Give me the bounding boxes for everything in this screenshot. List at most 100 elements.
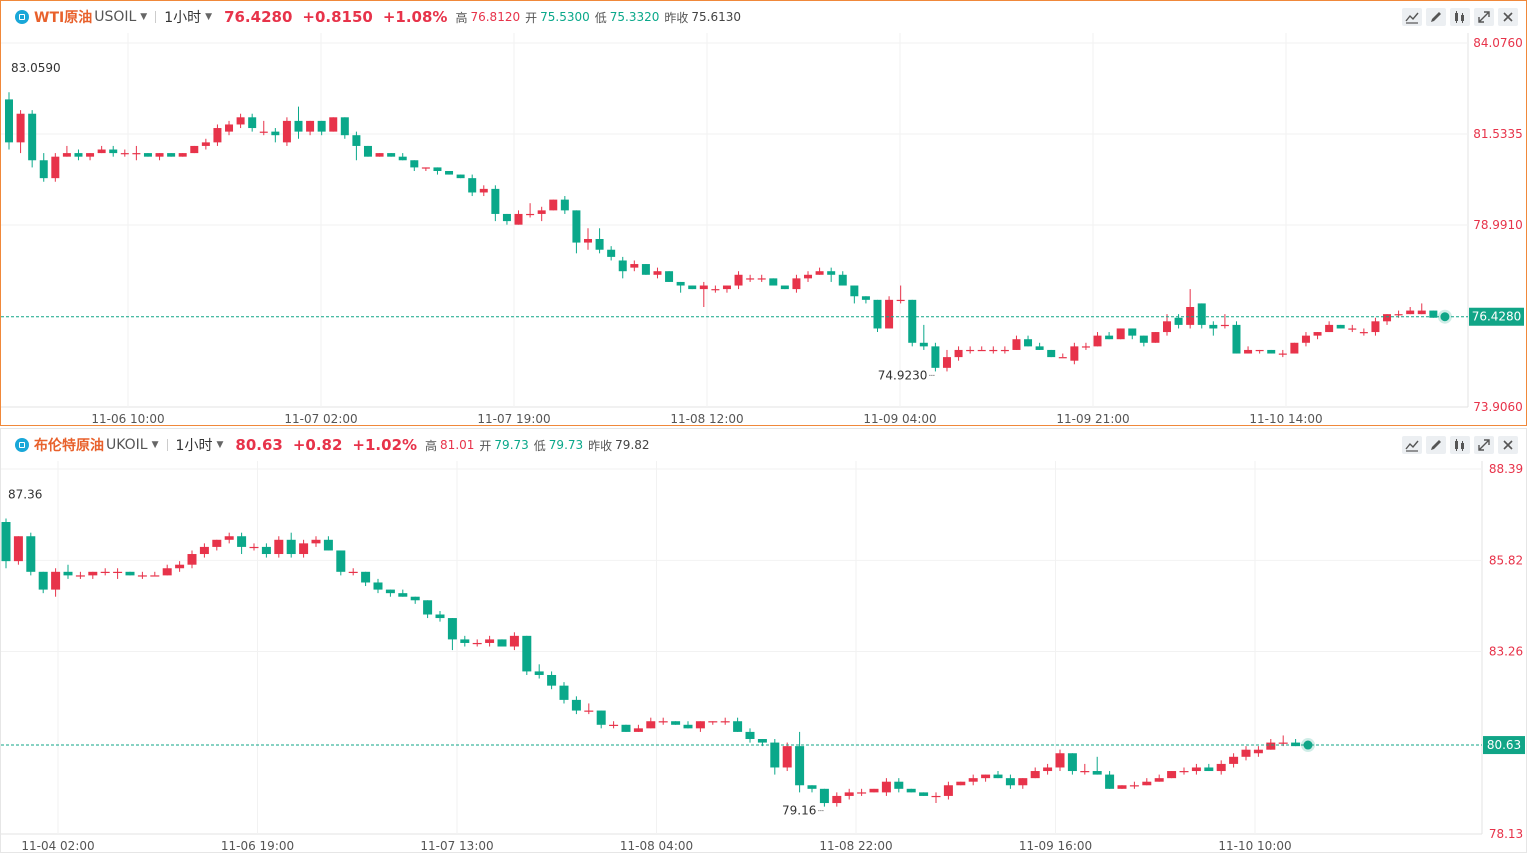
price-tick-label: 88.39 xyxy=(1489,462,1523,476)
divider xyxy=(155,11,157,23)
wti-panel: WTI原油 USOIL ▼ 1小时 ▼ 76.4280 +0.8150 +1.0… xyxy=(0,0,1527,426)
candle-body xyxy=(861,296,870,300)
candle-body xyxy=(641,264,650,275)
divider xyxy=(166,439,168,451)
candle-body xyxy=(514,213,523,225)
chevron-down-icon[interactable]: ▼ xyxy=(205,12,213,22)
prev-close-label: 昨收 xyxy=(664,10,689,25)
chevron-down-icon[interactable]: ▼ xyxy=(216,440,224,450)
interval-selector[interactable]: 1小时 xyxy=(175,438,213,454)
chevron-down-icon[interactable]: ▼ xyxy=(140,12,148,22)
candle-body xyxy=(199,546,209,555)
candle-body xyxy=(547,674,557,686)
candle-body xyxy=(618,260,627,272)
candle-body xyxy=(435,614,445,619)
symbol-code-selector[interactable]: USOIL xyxy=(94,9,137,25)
candle-body xyxy=(993,774,1003,779)
candle-body xyxy=(38,571,48,590)
candle-body xyxy=(1070,346,1079,361)
candle-body xyxy=(491,188,500,214)
candle-body xyxy=(447,618,457,640)
high-value: 81.01 xyxy=(440,438,475,452)
candle-body xyxy=(62,153,71,157)
close-icon[interactable] xyxy=(1498,436,1518,454)
chevron-down-icon[interactable]: ▼ xyxy=(151,440,159,450)
candle-body xyxy=(348,571,358,574)
candle-body xyxy=(850,285,859,297)
candle-body xyxy=(1179,771,1189,773)
candle-body xyxy=(560,199,569,211)
time-tick-label: 11-09 04:00 xyxy=(863,412,936,425)
candle-body xyxy=(827,271,836,275)
candle-body xyxy=(109,149,118,154)
candle-body xyxy=(894,781,904,789)
candle-body xyxy=(782,746,792,768)
interval-selector[interactable]: 1小时 xyxy=(164,10,202,26)
candle-body xyxy=(1220,324,1229,327)
candle-body xyxy=(869,788,879,793)
compare-icon[interactable] xyxy=(1450,436,1470,454)
high-label: 高 xyxy=(455,10,468,25)
wti-candlestick-chart[interactable]: 84.0760 81.5335 78.9910 73.9060 11-06 10:00 1… xyxy=(1,33,1526,425)
high-label: 高 xyxy=(425,438,438,453)
close-icon[interactable] xyxy=(1498,8,1518,26)
candle-body xyxy=(1117,785,1127,789)
time-tick-label: 11-06 10:00 xyxy=(91,412,164,425)
candle-body xyxy=(734,274,743,286)
candle-body xyxy=(646,721,656,729)
indicator-icon[interactable] xyxy=(1402,436,1422,454)
draw-icon[interactable] xyxy=(1426,436,1446,454)
candle-body xyxy=(873,299,882,329)
symbol-name: WTI原油 xyxy=(34,10,93,26)
candle-body xyxy=(630,264,639,268)
symbol-code-selector[interactable]: UKOIL xyxy=(106,437,148,453)
candle-body xyxy=(398,156,407,161)
candle-body xyxy=(1081,346,1090,348)
fullscreen-icon[interactable] xyxy=(1474,436,1494,454)
candle-body xyxy=(711,289,720,291)
symbol-logo-icon xyxy=(15,10,29,24)
candle-body xyxy=(248,117,257,129)
candle-body xyxy=(745,731,755,740)
candle-body xyxy=(1371,321,1380,333)
candle-body xyxy=(819,788,829,804)
candle-body xyxy=(815,271,824,275)
candle-body xyxy=(857,792,867,794)
last-price: 76.4280 xyxy=(224,8,293,26)
candle-body xyxy=(286,539,296,555)
draw-icon[interactable] xyxy=(1426,8,1446,26)
price-tick-label: 83.26 xyxy=(1489,645,1523,659)
candle-body xyxy=(373,582,383,590)
candle-body xyxy=(225,124,234,132)
symbol-logo-icon xyxy=(15,438,29,452)
wti-header: WTI原油 USOIL ▼ 1小时 ▼ 76.4280 +0.8150 +1.0… xyxy=(1,1,1526,33)
candle-body xyxy=(274,539,284,555)
fullscreen-icon[interactable] xyxy=(1474,8,1494,26)
candle-body xyxy=(609,724,619,726)
candle-body xyxy=(1030,771,1040,779)
candle-body xyxy=(410,160,419,168)
brent-candlestick-chart[interactable]: 88.39 85.82 83.26 78.13 11-04 02:00 11-06 19:… xyxy=(1,461,1526,852)
candle-body xyxy=(178,153,187,157)
brent-header: 布伦特原油 UKOIL ▼ 1小时 ▼ 80.63 +0.82 +1.02% 高… xyxy=(1,429,1526,461)
candle-body xyxy=(792,278,801,290)
candle-body xyxy=(1313,332,1322,336)
candle-body xyxy=(39,160,48,179)
compare-icon[interactable] xyxy=(1450,8,1470,26)
price-tick-label: 78.13 xyxy=(1489,827,1523,841)
candle-body xyxy=(676,281,685,286)
candle-body xyxy=(468,178,477,193)
candle-body xyxy=(51,571,61,590)
candle-body xyxy=(956,781,966,786)
price-tick-label: 81.5335 xyxy=(1473,127,1523,141)
candle-body xyxy=(584,710,594,712)
candle-body xyxy=(75,575,85,577)
candle-body xyxy=(249,546,259,549)
indicator-icon[interactable] xyxy=(1402,8,1422,26)
candle-body xyxy=(352,135,361,146)
candle-body xyxy=(167,153,176,157)
candle-body xyxy=(1278,353,1287,355)
candle-body xyxy=(299,543,309,555)
candle-body xyxy=(1186,306,1195,325)
last-price-marker-halo xyxy=(1437,309,1452,324)
